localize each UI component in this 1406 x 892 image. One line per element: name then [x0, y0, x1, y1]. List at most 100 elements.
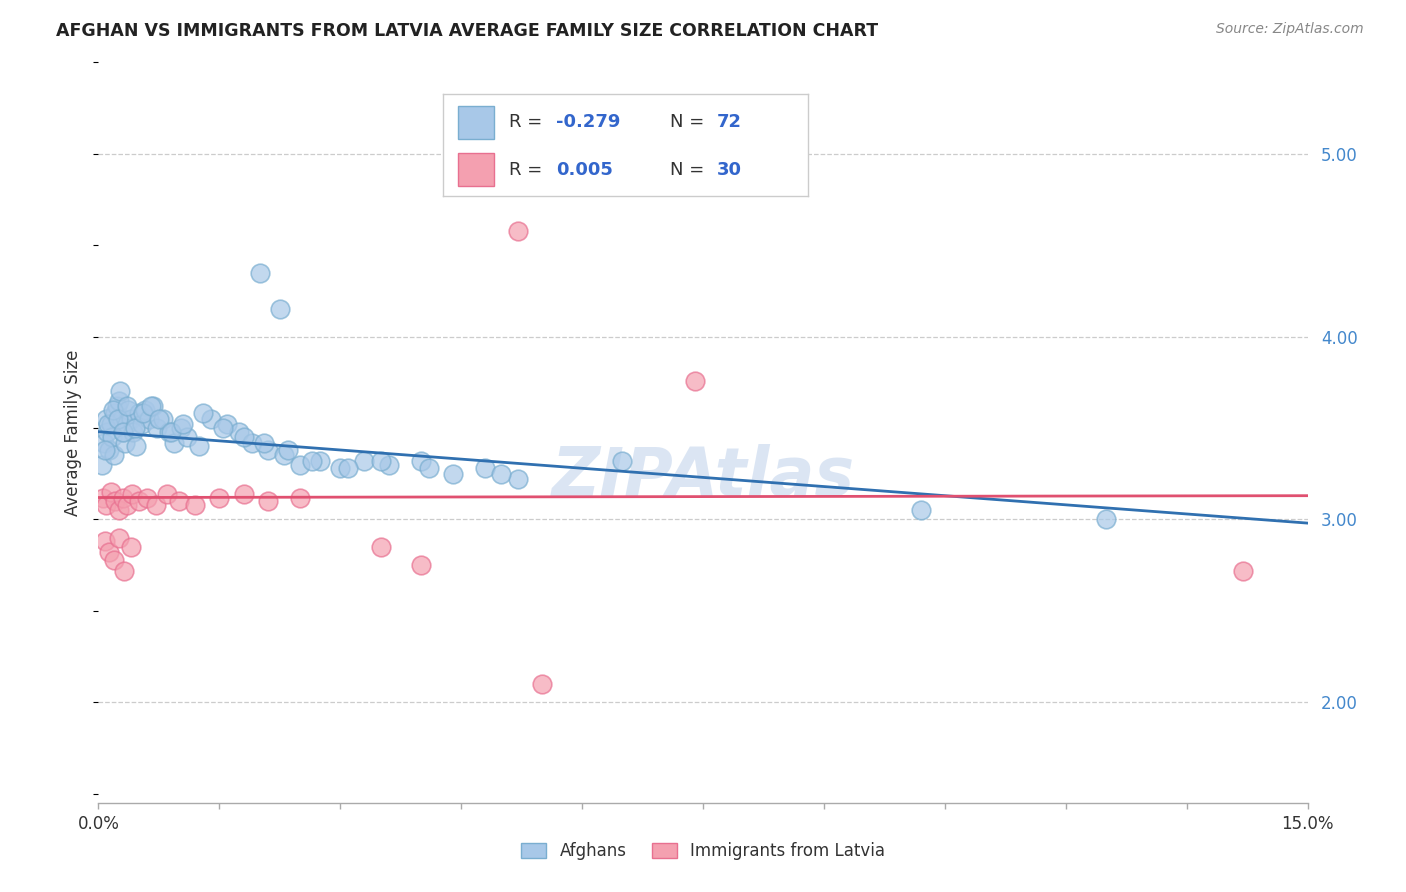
- Point: [256, 442, 278, 457]
- Point: [269, 302, 291, 317]
- Point: [121, 487, 143, 501]
- Point: [145, 498, 167, 512]
- Point: [329, 461, 352, 475]
- Point: [128, 406, 150, 420]
- Point: [142, 399, 165, 413]
- Point: [200, 412, 222, 426]
- Point: [94, 412, 117, 426]
- Point: [228, 425, 250, 439]
- FancyBboxPatch shape: [457, 153, 494, 186]
- Point: [156, 487, 179, 501]
- Point: [94, 534, 117, 549]
- Point: [103, 449, 125, 463]
- Point: [910, 503, 932, 517]
- Point: [107, 531, 129, 545]
- Text: AFGHAN VS IMMIGRANTS FROM LATVIA AVERAGE FAMILY SIZE CORRELATION CHART: AFGHAN VS IMMIGRANTS FROM LATVIA AVERAGE…: [56, 22, 879, 40]
- Point: [111, 412, 134, 426]
- Point: [309, 454, 332, 468]
- Point: [107, 503, 129, 517]
- Point: [107, 412, 129, 426]
- Point: [491, 467, 513, 481]
- Point: [152, 412, 174, 426]
- Point: [135, 491, 157, 505]
- Point: [256, 494, 278, 508]
- Point: [409, 454, 432, 468]
- Point: [273, 449, 295, 463]
- Point: [103, 552, 125, 566]
- Point: [337, 461, 360, 475]
- Point: [91, 458, 114, 472]
- Point: [418, 461, 440, 475]
- Point: [377, 458, 399, 472]
- Point: [97, 442, 120, 457]
- Point: [96, 425, 118, 439]
- Point: [370, 540, 392, 554]
- Point: [163, 435, 186, 450]
- Point: [301, 454, 323, 468]
- Point: [117, 399, 139, 413]
- Point: [157, 425, 180, 439]
- Text: R =: R =: [509, 113, 548, 131]
- Point: [288, 491, 311, 505]
- Point: [167, 494, 190, 508]
- Point: [683, 374, 706, 388]
- Text: R =: R =: [509, 161, 548, 178]
- Point: [212, 421, 235, 435]
- Point: [131, 417, 153, 432]
- Point: [474, 461, 496, 475]
- Point: [112, 425, 135, 439]
- Y-axis label: Average Family Size: Average Family Size: [65, 350, 83, 516]
- Point: [117, 498, 139, 512]
- Point: [193, 406, 215, 420]
- Point: [1232, 564, 1254, 578]
- Point: [208, 491, 231, 505]
- Point: [506, 224, 529, 238]
- Point: [288, 458, 311, 472]
- Point: [441, 467, 464, 481]
- Point: [232, 430, 254, 444]
- Point: [1095, 512, 1118, 526]
- Point: [112, 564, 135, 578]
- Point: [96, 498, 118, 512]
- Point: [176, 430, 198, 444]
- Point: [103, 494, 125, 508]
- Point: [139, 399, 162, 413]
- Point: [217, 417, 239, 432]
- Point: [105, 399, 128, 413]
- Point: [111, 425, 134, 439]
- Point: [172, 417, 194, 432]
- Point: [97, 417, 120, 432]
- Point: [506, 472, 529, 486]
- Point: [148, 412, 170, 426]
- Point: [128, 494, 150, 508]
- Legend: Afghans, Immigrants from Latvia: Afghans, Immigrants from Latvia: [513, 834, 893, 869]
- Point: [124, 439, 146, 453]
- Point: [530, 677, 553, 691]
- Point: [124, 421, 146, 435]
- Point: [370, 454, 392, 468]
- Point: [253, 435, 276, 450]
- Text: 72: 72: [717, 113, 742, 131]
- Point: [232, 487, 254, 501]
- Text: Source: ZipAtlas.com: Source: ZipAtlas.com: [1216, 22, 1364, 37]
- Text: 30: 30: [717, 161, 742, 178]
- Point: [184, 498, 207, 512]
- Point: [132, 406, 155, 420]
- Text: N =: N =: [669, 161, 710, 178]
- Text: -0.279: -0.279: [557, 113, 620, 131]
- Point: [101, 430, 124, 444]
- Point: [409, 558, 432, 573]
- Point: [115, 417, 138, 432]
- Text: ZIPAtlas: ZIPAtlas: [551, 444, 855, 510]
- Point: [100, 485, 122, 500]
- Point: [249, 266, 271, 280]
- FancyBboxPatch shape: [457, 106, 494, 139]
- Point: [169, 421, 191, 435]
- Point: [93, 435, 115, 450]
- Point: [104, 406, 127, 420]
- Text: N =: N =: [669, 113, 710, 131]
- Point: [612, 454, 634, 468]
- Point: [146, 421, 169, 435]
- Point: [353, 454, 375, 468]
- Point: [120, 412, 142, 426]
